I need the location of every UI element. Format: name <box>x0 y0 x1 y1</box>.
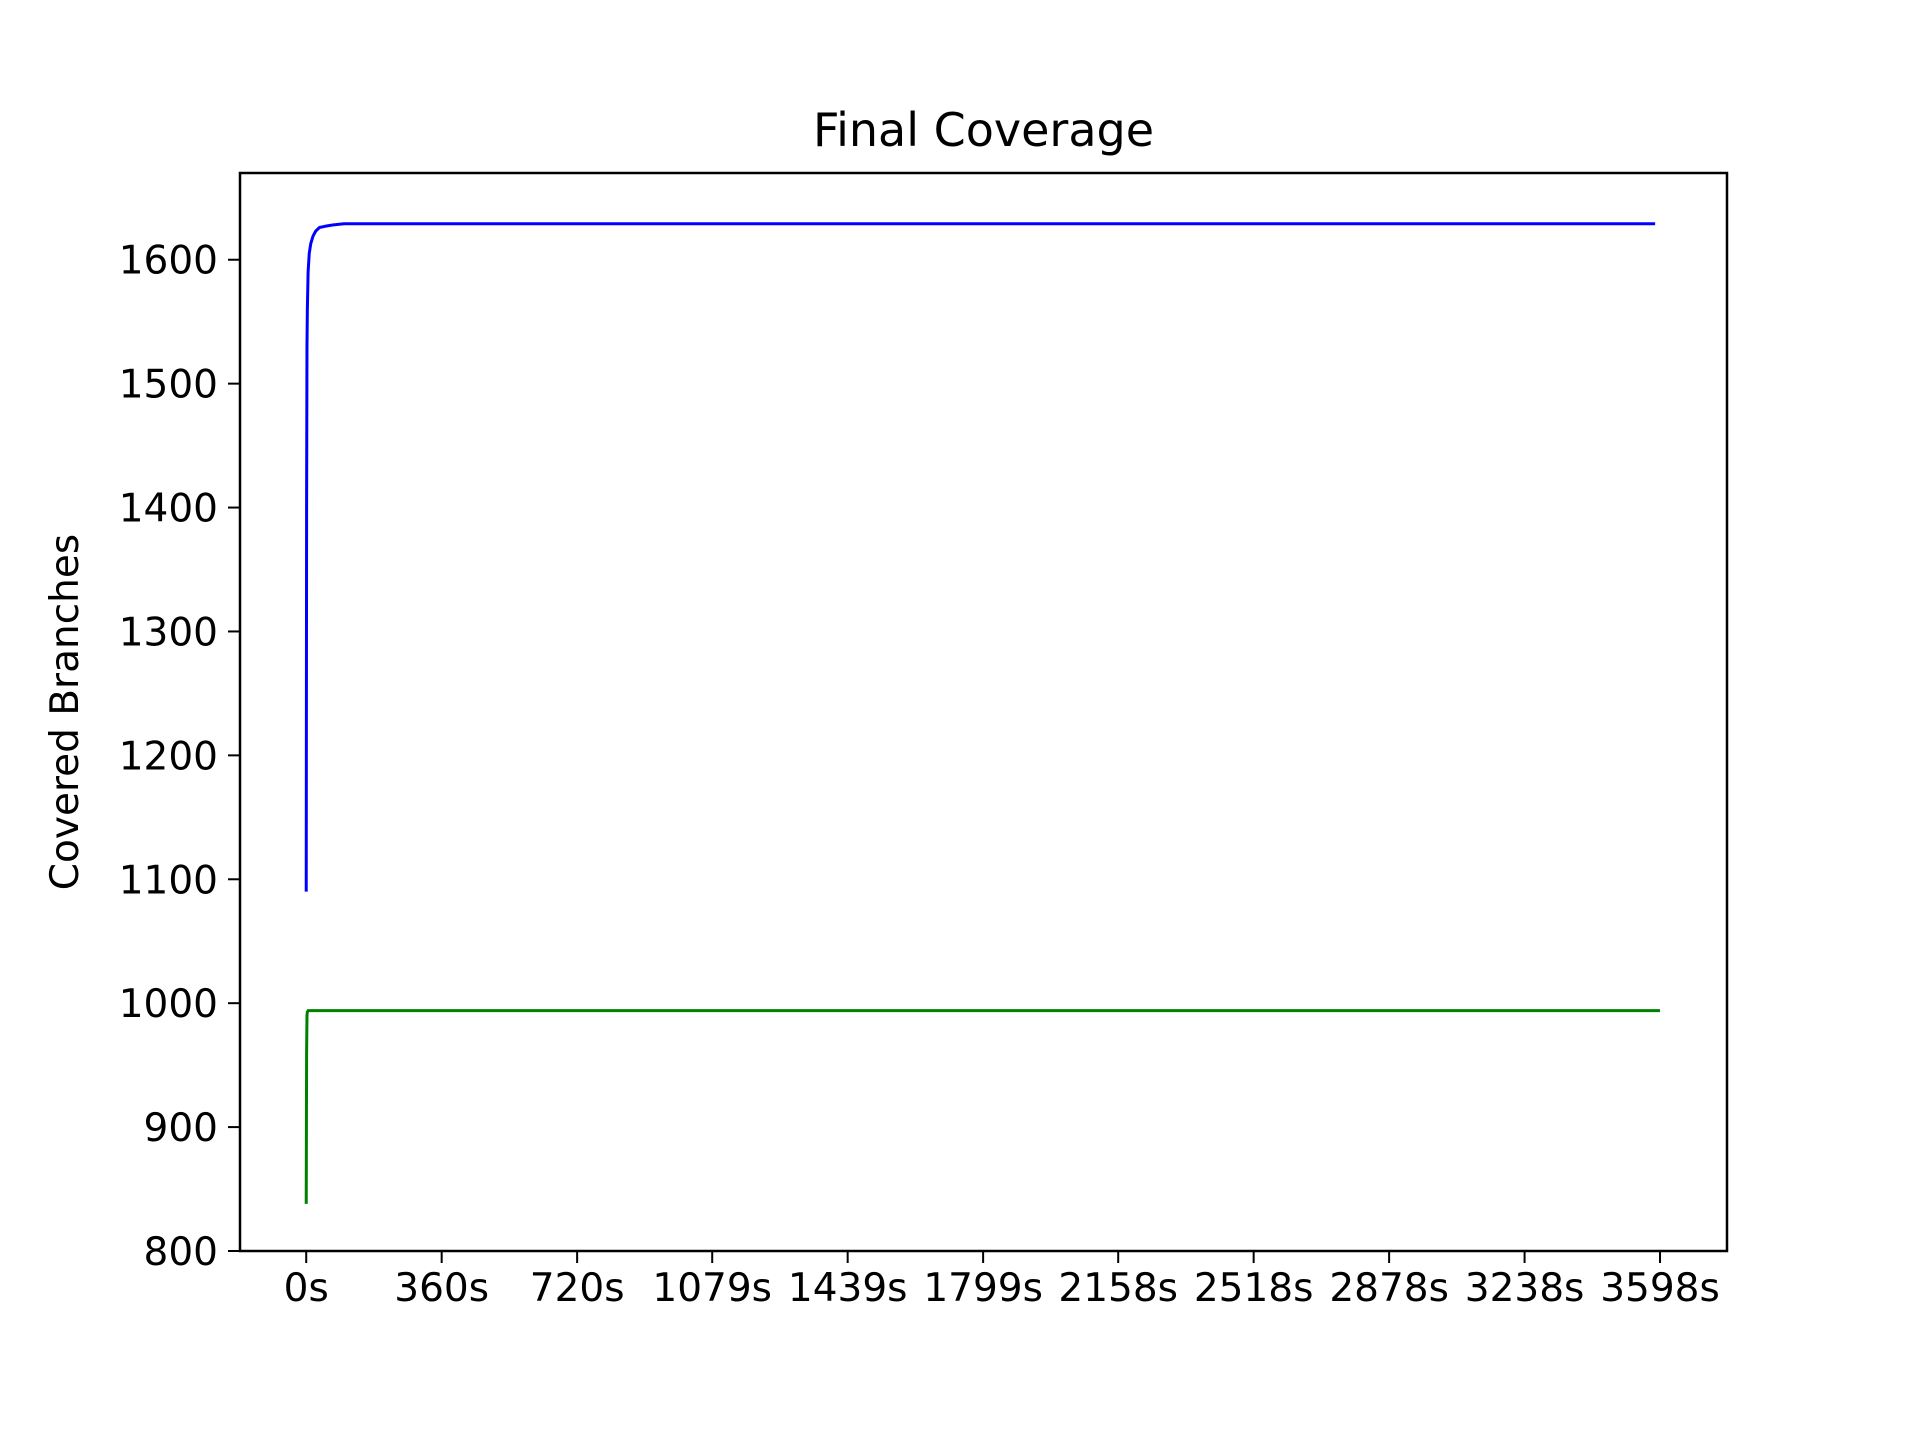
x-tick-label: 3238s <box>1465 1266 1585 1311</box>
plot-area <box>240 173 1727 1445</box>
y-tick-label: 1600 <box>119 239 218 284</box>
x-tick-label: 2158s <box>1058 1266 1178 1311</box>
series-line-2 <box>304 1009 1661 1204</box>
y-tick-label: 1000 <box>119 982 218 1027</box>
y-tick-label: 900 <box>144 1106 218 1151</box>
plot-frame <box>238 171 1729 1253</box>
y-axis-label: Covered Branches <box>43 534 88 890</box>
x-tick-label: 0s <box>284 1266 329 1311</box>
x-tick-label: 2518s <box>1194 1266 1314 1311</box>
series-layer <box>304 222 1661 1204</box>
y-tick-label: 1400 <box>119 487 218 532</box>
chart-title: Final Coverage <box>813 103 1154 157</box>
x-tick-label: 1799s <box>923 1266 1043 1311</box>
y-tick-label: 1200 <box>119 734 218 779</box>
y-tick-label: 800 <box>144 1230 218 1275</box>
y-tick-label: 1500 <box>119 363 218 408</box>
x-tick-label: 1439s <box>788 1266 908 1311</box>
x-tick-label: 720s <box>530 1266 625 1311</box>
x-tick-label: 2878s <box>1329 1266 1449 1311</box>
y-tick-label: 1100 <box>119 858 218 903</box>
y-axis: 800 900 1000 1100 1200 1300 1400 1500 1600 <box>119 239 240 1275</box>
x-axis: 0s 360s 720s 1079s 1439s 1799s 2158s 2518s 2878s… <box>284 1251 1720 1311</box>
y-tick-label: 1300 <box>119 610 218 655</box>
x-tick-label: 360s <box>394 1266 489 1311</box>
x-tick-label: 3598s <box>1600 1266 1720 1311</box>
series-line-1 <box>304 222 1656 892</box>
x-tick-label: 1079s <box>652 1266 772 1311</box>
